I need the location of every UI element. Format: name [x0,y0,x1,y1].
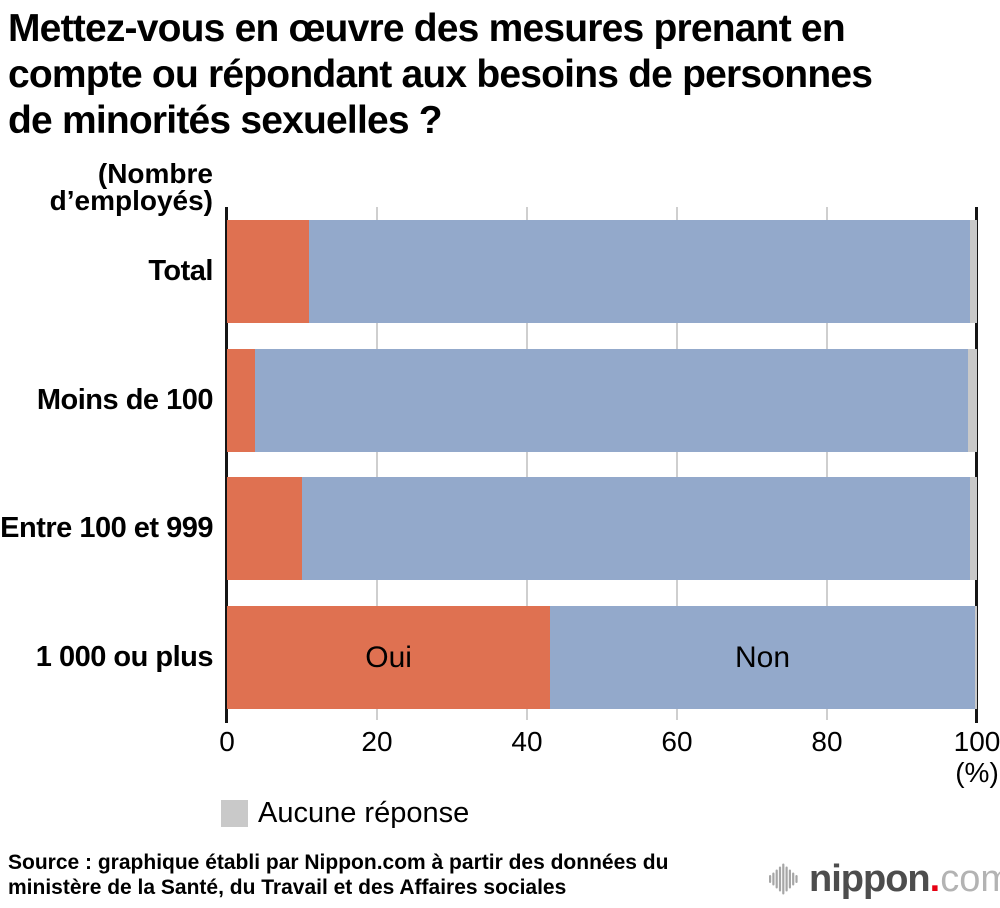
y-axis-title: (Nombre d’employés) [49,158,213,216]
bar-segment-aucune-réponse [970,477,977,580]
gridline-80 [826,207,828,720]
gridline-40 [526,207,528,720]
nippon-logo-dot: . [929,858,941,900]
nippon-logo-brand: nippon [809,858,931,900]
x-tick-label-20: 20 [361,726,393,757]
chart-title-line-2: compte ou répondant aux besoins de perso… [8,53,873,96]
bar-segment-oui [227,349,255,452]
nippon-logo: nippon.com [768,860,1000,898]
chart-title: Mettez-vous en œuvre des mesures prenant… [8,6,873,144]
bar-segment-non [302,477,971,580]
legend: Aucune réponse [221,797,469,830]
x-tick-label-40: 40 [511,726,543,757]
bar-segment-non [308,220,970,323]
bar-segment-non [254,349,968,452]
gridline-20 [376,207,378,720]
nippon-logo-text: nippon.com [809,860,1000,898]
bar-segment-oui [227,606,551,709]
plot-area: Oui Non [225,207,978,723]
category-label-3: Entre 100 et 999 [0,512,213,544]
gridline-60 [676,207,678,720]
x-tick-label-100: 100 [953,726,1000,757]
source-note-line-2: ministère de la Santé, du Travail et des… [8,876,567,899]
non-label: Non [734,640,791,674]
x-tick-label-60: 60 [661,726,693,757]
chart-title-line-1: Mettez-vous en œuvre des mesures prenant… [8,7,846,50]
oui-label: Oui [365,640,412,674]
soundwave-icon [769,863,798,895]
right-axis-line [975,207,978,723]
x-tick-label-0: 0 [219,726,235,757]
bar-segment-aucune-réponse [974,606,977,709]
source-note: Source : graphique établi par Nippon.com… [8,850,668,900]
legend-swatch-aucune-reponse [221,800,248,827]
category-label-1: Total [148,255,213,287]
bar-segment-oui [227,220,309,323]
nippon-logo-tld: com [940,858,1000,900]
chart-title-line-3: de minorités sexuelles ? [8,99,443,142]
y-axis-line [225,207,228,723]
y-axis-title-line-2: d’employés) [49,185,213,216]
category-label-2: Moins de 100 [36,384,214,416]
legend-label: Aucune réponse [258,797,470,829]
x-tick-label-80: 80 [811,726,843,757]
category-label-4: 1 000 ou plus [35,641,214,673]
bar-segment-aucune-réponse [969,220,977,323]
bar-segment-non [550,606,975,709]
source-note-line-1: Source : graphique établi par Nippon.com… [8,851,669,874]
bar-segment-oui [227,477,302,580]
y-axis-title-line-1: (Nombre [97,158,213,189]
bar-segment-aucune-réponse [968,349,977,452]
x-axis-unit: (%) [955,757,999,788]
